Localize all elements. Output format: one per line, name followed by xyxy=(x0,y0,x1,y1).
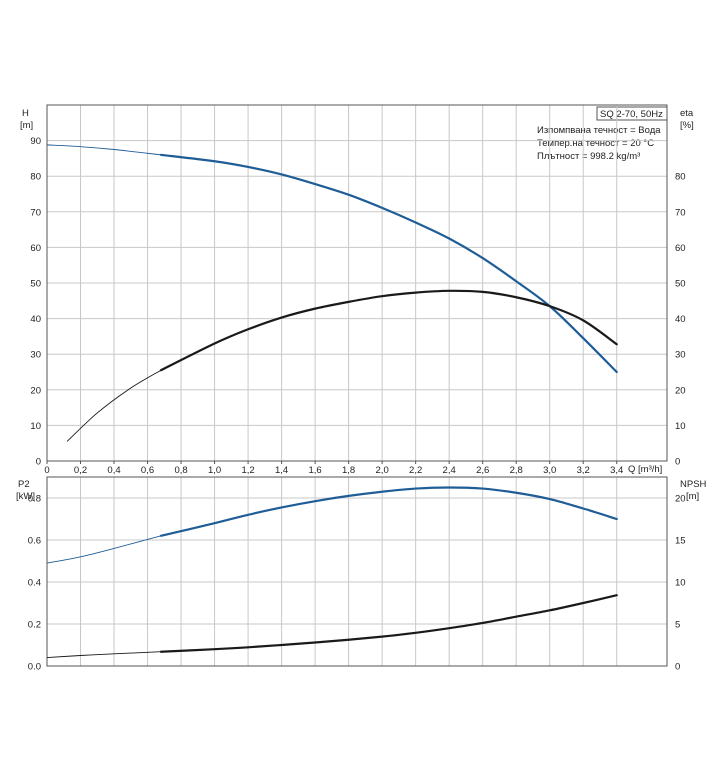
eta-tick-label: 0 xyxy=(675,457,680,468)
h-axis-title: H xyxy=(22,108,29,119)
x-tick-label: 2,4 xyxy=(443,465,456,476)
eta-tick-label: 30 xyxy=(675,350,686,361)
x-tick-label: 0,2 xyxy=(74,465,87,476)
x-tick-label: 2,0 xyxy=(376,465,389,476)
x-tick-label: 1,4 xyxy=(275,465,288,476)
x-tick-label: 0,8 xyxy=(174,465,187,476)
eta-axis-unit: [%] xyxy=(680,120,694,131)
eta-tick-label: 10 xyxy=(675,421,686,432)
npsh-tick-label: 10 xyxy=(675,578,686,589)
npsh-curve-thin xyxy=(46,651,161,659)
eta-tick-label: 50 xyxy=(675,279,686,290)
h-tick-label: 10 xyxy=(30,421,41,432)
x-tick-label: 1,8 xyxy=(342,465,355,476)
efficiency-curve-thin xyxy=(66,369,162,442)
power-curve-thin xyxy=(46,535,162,564)
h-tick-label: 80 xyxy=(30,172,41,183)
p2-tick-label: 0.6 xyxy=(28,536,41,547)
npsh-curve xyxy=(159,594,618,653)
x-tick-label: 1,6 xyxy=(308,465,321,476)
eta-tick-label: 20 xyxy=(675,385,686,396)
h-tick-label: 90 xyxy=(30,136,41,147)
h-tick-label: 30 xyxy=(30,350,41,361)
x-tick-label: 2,8 xyxy=(510,465,523,476)
p2-tick-label: 0.0 xyxy=(28,662,41,673)
p2-tick-label: 0.4 xyxy=(28,578,41,589)
npsh-axis-title: NPSH xyxy=(680,479,707,490)
model-label: SQ 2-70, 50Hz xyxy=(600,109,663,120)
x-tick-label: 3,0 xyxy=(543,465,556,476)
lower-plot-frame xyxy=(46,476,668,667)
x-tick-label: 0,6 xyxy=(141,465,154,476)
x-tick-label: 3,4 xyxy=(610,465,623,476)
q-axis-label: Q [m³/h] xyxy=(628,464,662,475)
h-tick-label: 50 xyxy=(30,279,41,290)
npsh-tick-label: 5 xyxy=(675,620,680,631)
head-curve-thin xyxy=(46,144,162,156)
h-tick-label: 0 xyxy=(36,457,41,468)
eta-tick-label: 40 xyxy=(675,314,686,325)
h-axis-unit: [m] xyxy=(20,120,33,131)
h-tick-label: 40 xyxy=(30,314,41,325)
info-line-fluid: Изпомпвана течност = Вода xyxy=(537,125,661,136)
p2-tick-label: 0.2 xyxy=(28,620,41,631)
x-tick-label: 2,6 xyxy=(476,465,489,476)
h-tick-label: 20 xyxy=(30,385,41,396)
eta-tick-label: 60 xyxy=(675,243,686,254)
p2-axis-unit: [kW] xyxy=(16,491,35,502)
efficiency-curve xyxy=(159,289,618,372)
npsh-tick-label: 15 xyxy=(675,536,686,547)
npsh-tick-label: 20 xyxy=(675,494,686,505)
p2-tick-label: 0.8 xyxy=(28,494,41,505)
h-tick-label: 70 xyxy=(30,207,41,218)
power-curve xyxy=(159,486,618,537)
head-curve xyxy=(159,153,618,374)
upper-plot-frame xyxy=(46,104,668,462)
x-tick-label: 3,2 xyxy=(577,465,590,476)
eta-tick-label: 80 xyxy=(675,172,686,183)
eta-tick-label: 70 xyxy=(675,207,686,218)
x-tick-label: 0,4 xyxy=(107,465,120,476)
x-tick-label: 2,2 xyxy=(409,465,422,476)
p2-axis-title: P2 xyxy=(18,479,30,490)
h-tick-label: 60 xyxy=(30,243,41,254)
x-tick-label: 0 xyxy=(44,465,49,476)
npsh-tick-label: 0 xyxy=(675,662,680,673)
info-line-temperature: Темпер.на течност = 20 °C xyxy=(537,138,654,149)
x-tick-label: 1,2 xyxy=(241,465,254,476)
x-tick-label: 1,0 xyxy=(208,465,221,476)
info-line-density: Плътност = 998.2 kg/m³ xyxy=(537,151,640,162)
npsh-axis-unit: [m] xyxy=(686,491,699,502)
eta-axis-title: eta xyxy=(680,108,694,119)
